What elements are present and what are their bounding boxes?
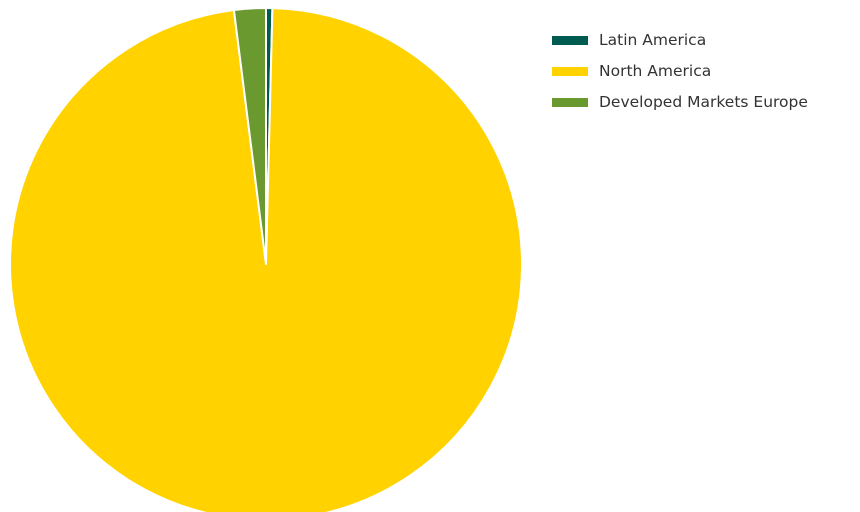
legend-swatch-developed-markets-europe bbox=[552, 97, 588, 107]
pie-plot-area bbox=[9, 6, 523, 512]
legend-item-latin-america[interactable]: Latin America bbox=[552, 30, 808, 50]
legend-swatch-latin-america bbox=[552, 35, 588, 45]
legend-item-developed-markets-europe[interactable]: Developed Markets Europe bbox=[552, 92, 808, 112]
pie-slice-developed-markets-europe[interactable] bbox=[232, 7, 267, 265]
legend-item-north-america[interactable]: North America bbox=[552, 61, 808, 81]
legend-label-developed-markets-europe: Developed Markets Europe bbox=[599, 93, 808, 111]
chart-legend: Latin America North America Developed Ma… bbox=[552, 30, 808, 112]
legend-label-north-america: North America bbox=[599, 62, 712, 80]
pie-slice-north-america[interactable] bbox=[9, 7, 523, 512]
legend-swatch-north-america bbox=[552, 66, 588, 76]
pie-slices bbox=[9, 6, 523, 512]
legend-label-latin-america: Latin America bbox=[599, 31, 707, 49]
